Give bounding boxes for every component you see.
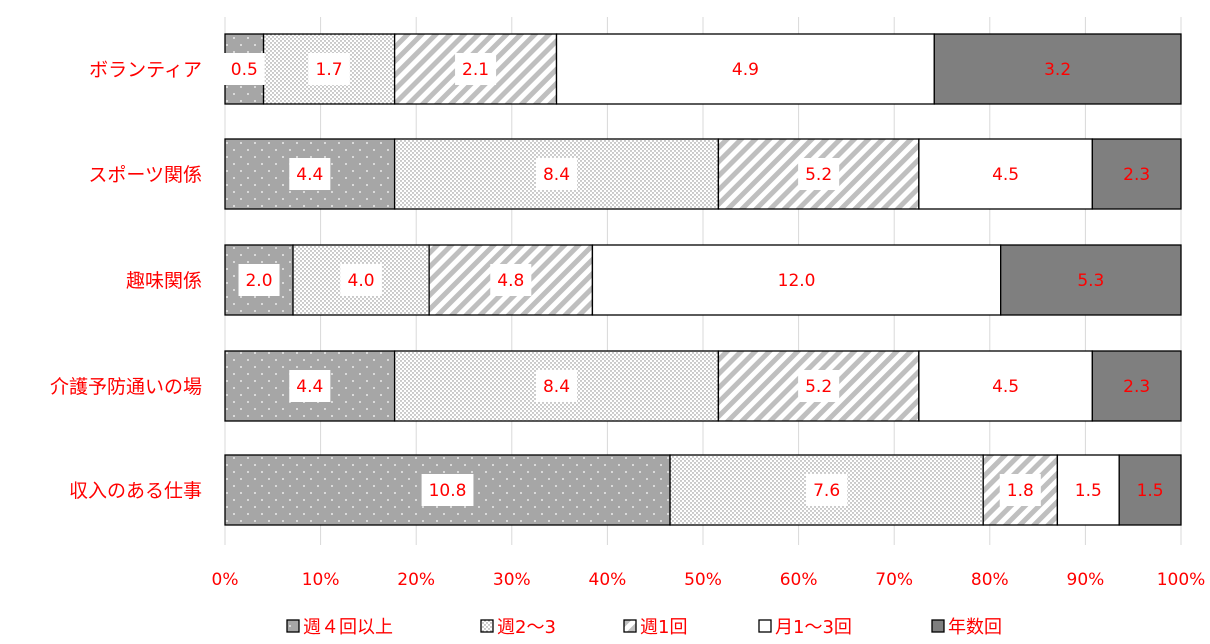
bar-segment [1056,454,1120,526]
bar-segment [918,350,1093,422]
x-tick-label: 0% [212,570,239,590]
category-label: ボランティア [89,59,202,81]
data-label: 4.4 [296,377,323,397]
data-label: 10.8 [429,481,467,501]
data-label-box [535,158,578,190]
data-label: 2.3 [1123,377,1150,397]
data-label-box [490,264,532,296]
legend-swatch [480,619,494,633]
data-label: 4.5 [992,377,1019,397]
data-label: 3.2 [1044,60,1071,80]
data-label: 5.3 [1077,271,1104,291]
data-label: 12.0 [778,271,816,291]
bar-segment [591,244,1002,316]
data-label: 2.1 [462,60,489,80]
data-label-box [223,53,265,85]
x-tick-label: 20% [397,570,435,590]
legend-label: 月1〜3回 [775,617,852,638]
x-tick-label: 40% [589,570,627,590]
data-label: 1.8 [1007,481,1034,501]
x-tick-label: 70% [875,570,913,590]
data-label-box [289,158,331,190]
data-label-box [340,264,382,296]
x-tick-label: 30% [493,570,531,590]
data-label: 4.4 [296,165,323,185]
category-label: 収入のある仕事 [69,480,202,502]
data-label-box [308,53,350,85]
x-tick-label: 50% [684,570,722,590]
bar-segment [1091,138,1182,210]
bar-segment [1000,244,1182,316]
data-label: 4.8 [497,271,524,291]
bar-segment [982,454,1059,526]
data-label-box [238,264,280,296]
bar-segment [224,138,396,210]
data-label-box [421,474,474,506]
x-tick-label: 60% [780,570,818,590]
bar-segment [1118,454,1182,526]
legend-swatch [931,619,945,633]
legend-swatch [286,619,300,633]
data-label-box [999,474,1041,506]
data-label-box [455,53,497,85]
data-label: 8.4 [543,165,570,185]
legend-swatch [758,619,772,633]
legend-swatch [623,619,637,633]
data-label: 0.5 [231,60,258,80]
data-label: 8.4 [543,377,570,397]
data-label: 7.6 [813,481,840,501]
legend: 週４回以上 週2〜3 週1回 月1〜3回 年数回 [286,617,1002,638]
category-label: 趣味関係 [126,270,202,292]
data-label: 2.3 [1123,165,1150,185]
x-axis-tick-labels: 0% 10% 20% 30% 40% 50% 60% 70% 80% 90% 100% [212,570,1206,590]
data-label: 4.9 [732,60,759,80]
data-label: 1.5 [1075,481,1102,501]
category-label: 介護予防通いの場 [50,376,202,398]
data-label-box [535,370,578,402]
data-label-box [289,370,331,402]
legend-label: 年数回 [948,617,1002,638]
data-labels: 0.5 1.7 2.1 4.9 3.2 4.4 8.4 5.2 4.5 2.3 2.0 4.0 4.8 1… [223,53,1164,506]
data-label: 5.2 [805,377,832,397]
legend-label: 週４回以上 [303,617,393,638]
x-tick-label: 80% [971,570,1009,590]
x-tick-label: 90% [1067,570,1105,590]
data-label: 5.2 [805,165,832,185]
data-label: 1.5 [1137,481,1164,501]
bar-segment [555,33,935,105]
data-label: 4.5 [992,165,1019,185]
x-tick-label: 10% [302,570,340,590]
data-label-box [806,474,848,506]
bar-segment [933,33,1182,105]
data-label: 2.0 [245,271,272,291]
bar-segment [918,138,1093,210]
data-label-box [798,370,840,402]
data-label-box [798,158,840,190]
x-tick-label: 100% [1157,570,1206,590]
category-label: スポーツ関係 [88,164,202,186]
data-label: 1.7 [316,60,343,80]
legend-label: 週2〜3 [497,617,556,638]
legend-label: 週1回 [640,617,687,638]
bar-segment [1091,350,1182,422]
data-label: 4.0 [348,271,375,291]
